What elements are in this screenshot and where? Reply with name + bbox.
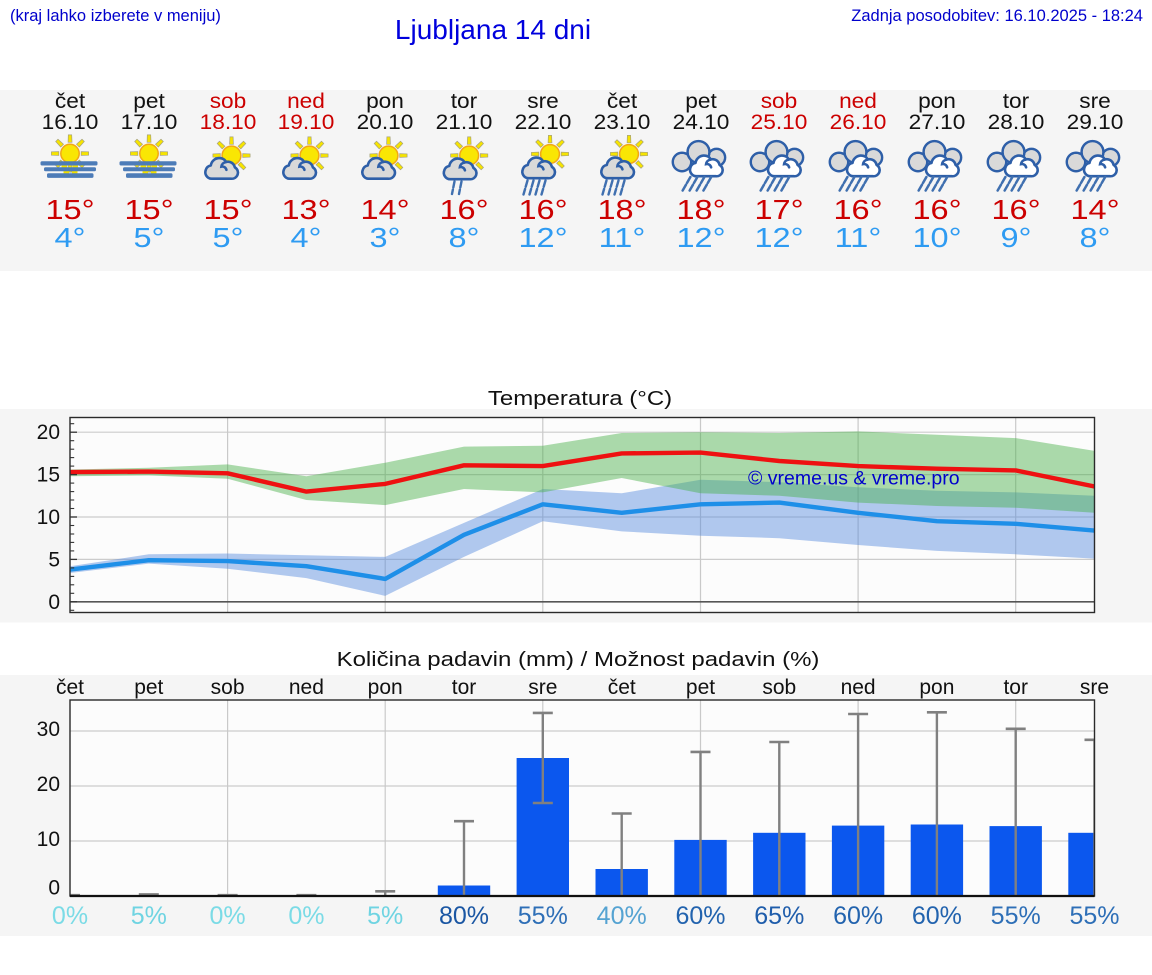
svg-text:55%: 55% [518,902,568,930]
svg-text:čet: čet [56,676,84,699]
svg-text:10: 10 [37,506,60,529]
svg-text:60%: 60% [833,902,883,930]
svg-text:0%: 0% [210,902,246,930]
svg-text:sre: sre [1080,676,1109,699]
svg-text:5: 5 [48,548,60,571]
svg-text:0: 0 [48,877,60,900]
svg-text:30: 30 [37,718,60,741]
svg-text:10: 10 [37,828,60,851]
svg-text:čet: čet [608,676,636,699]
svg-text:ned: ned [841,676,876,699]
svg-text:pet: pet [134,676,163,699]
svg-text:5%: 5% [367,902,403,930]
svg-text:pon: pon [919,676,954,699]
svg-text:0: 0 [48,591,60,614]
svg-text:55%: 55% [1069,902,1119,930]
svg-text:60%: 60% [912,902,962,930]
svg-text:pon: pon [368,676,403,699]
svg-text:sob: sob [762,676,796,699]
svg-text:sre: sre [528,676,557,699]
svg-text:© vreme.us & vreme.pro: © vreme.us & vreme.pro [748,468,960,490]
svg-text:80%: 80% [439,902,489,930]
svg-text:40%: 40% [597,902,647,930]
svg-text:sob: sob [211,676,245,699]
svg-text:pet: pet [686,676,715,699]
svg-text:65%: 65% [754,902,804,930]
svg-text:5%: 5% [131,902,167,930]
svg-text:20: 20 [37,773,60,796]
svg-text:tor: tor [1003,676,1028,699]
svg-text:55%: 55% [991,902,1041,930]
svg-text:ned: ned [289,676,324,699]
svg-text:20: 20 [37,421,60,444]
svg-text:15: 15 [37,464,60,487]
svg-text:tor: tor [452,676,477,699]
svg-text:60%: 60% [675,902,725,930]
svg-text:0%: 0% [288,902,324,930]
svg-text:0%: 0% [52,902,88,930]
